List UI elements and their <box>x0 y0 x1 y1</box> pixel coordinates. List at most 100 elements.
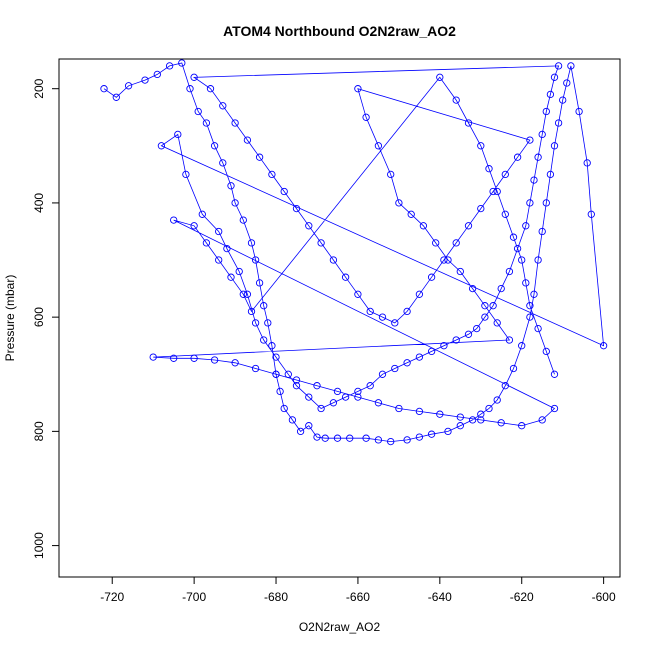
data-point <box>436 73 444 81</box>
data-point <box>497 284 505 293</box>
data-point <box>378 370 387 378</box>
data-point <box>550 404 559 413</box>
data-point <box>501 210 509 218</box>
data-point <box>444 256 452 264</box>
data-point <box>391 364 399 373</box>
y-axis: 200 400 600 800 1000 <box>32 78 59 559</box>
data-point <box>190 73 198 81</box>
data-point <box>333 387 342 396</box>
data-point <box>174 130 182 139</box>
data-point <box>243 290 252 298</box>
data-point <box>456 267 464 276</box>
data-point <box>477 142 485 150</box>
data-point <box>493 319 501 327</box>
data-point <box>419 222 428 230</box>
data-point <box>522 222 530 230</box>
data-point <box>485 404 493 413</box>
data-point <box>403 436 411 444</box>
data-point <box>464 222 473 230</box>
data-point <box>378 313 387 321</box>
data-point <box>215 256 223 264</box>
data-point <box>329 399 338 407</box>
series-line <box>103 62 605 443</box>
data-point <box>518 256 526 264</box>
data-point <box>362 434 370 442</box>
x-tick-label: -660 <box>346 590 370 604</box>
data-point <box>501 382 509 390</box>
data-point <box>227 182 235 190</box>
data-point <box>305 393 313 401</box>
data-point <box>231 119 239 127</box>
data-point <box>440 342 448 350</box>
data-point <box>481 302 489 310</box>
data-point <box>452 336 460 344</box>
data-point <box>280 404 288 413</box>
data-point <box>513 153 522 161</box>
data-point <box>239 216 247 224</box>
data-point <box>432 239 440 247</box>
y-tick-label: 200 <box>32 78 46 98</box>
data-point <box>219 159 227 167</box>
data-point <box>231 199 239 207</box>
data-point <box>268 170 276 179</box>
data-point <box>362 113 370 121</box>
data-point <box>313 382 321 390</box>
data-point <box>407 210 415 218</box>
data-point <box>542 347 550 356</box>
data-point <box>452 96 460 104</box>
data-point <box>526 136 534 144</box>
data-point <box>194 107 202 116</box>
data-point <box>415 407 424 416</box>
data-point <box>100 85 108 93</box>
data-point <box>231 359 239 367</box>
data-point <box>202 239 211 247</box>
data-point <box>497 419 505 427</box>
data-point <box>313 433 321 441</box>
data-point <box>403 359 411 367</box>
data-point <box>444 427 452 436</box>
data-point <box>567 62 575 70</box>
data-point <box>341 273 350 281</box>
data-point <box>354 290 362 298</box>
data-point <box>554 119 563 127</box>
data-point <box>268 342 276 350</box>
data-point <box>415 290 424 298</box>
data-point <box>288 416 297 424</box>
data-point <box>436 410 444 418</box>
x-axis: -720 -700 -680 -660 -640 -620 -600 <box>100 577 616 604</box>
data-point <box>305 422 313 430</box>
data-point <box>170 216 178 224</box>
data-point <box>501 170 509 179</box>
data-point <box>210 356 219 364</box>
data-point <box>391 319 399 327</box>
data-point <box>440 256 448 264</box>
data-point <box>464 330 473 338</box>
data-point <box>550 73 559 81</box>
data-point <box>354 393 362 401</box>
data-point <box>341 393 350 401</box>
data-point <box>227 273 235 281</box>
data-point <box>354 387 362 396</box>
data-point <box>534 324 542 333</box>
data-point <box>513 244 522 253</box>
data-point <box>427 347 436 356</box>
data-point <box>481 313 489 321</box>
data-point <box>538 416 546 424</box>
data-point <box>215 227 223 236</box>
data-point <box>477 204 485 213</box>
data-point <box>522 279 530 287</box>
data-point <box>112 93 120 101</box>
data-point <box>292 382 301 390</box>
data-point <box>530 290 538 298</box>
data-point <box>178 59 186 67</box>
data-point <box>296 427 305 436</box>
data-point <box>387 170 395 179</box>
data-point <box>255 279 264 287</box>
data-point <box>427 430 436 438</box>
data-point <box>346 434 354 442</box>
data-point <box>542 107 550 116</box>
data-point <box>387 437 395 446</box>
data-point <box>190 354 198 362</box>
data-point <box>395 199 403 207</box>
